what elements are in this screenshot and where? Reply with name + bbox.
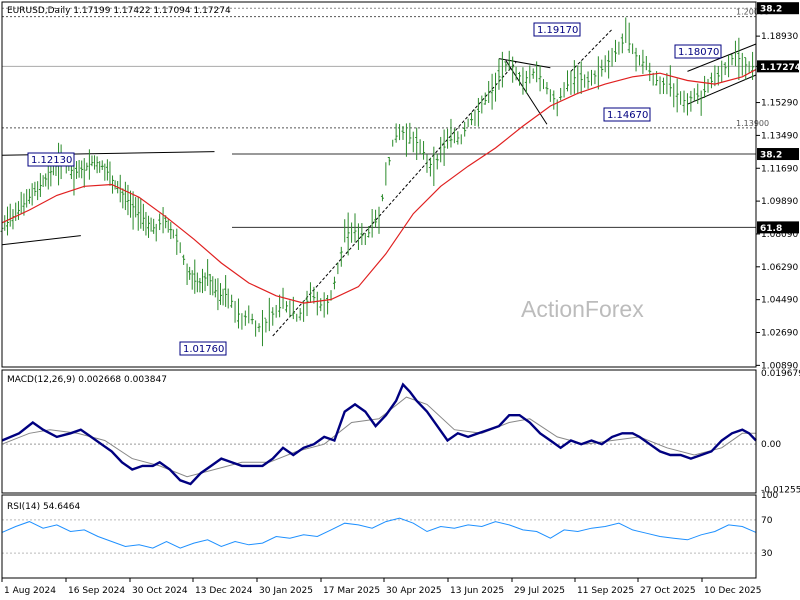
x-axis-tick-label: 30 Apr 2025 xyxy=(386,586,442,596)
x-axis-tick-label: 30 Jan 2025 xyxy=(259,586,313,596)
price-annotation-label: 1.01760 xyxy=(183,344,224,355)
price-y-tick-label: 1.06290 xyxy=(761,263,798,273)
price-annotation-box xyxy=(674,44,722,59)
macd-panel-frame xyxy=(1,369,757,494)
price-annotation-box xyxy=(27,152,75,167)
fib-level-label: 1.20000 xyxy=(736,8,769,17)
price-annotation-label: 1.19170 xyxy=(537,25,578,36)
time-axis: 1 Aug 2024 16 Sep 2024 30 Oct 2024 13 Dec 2… xyxy=(1,1,762,596)
level-price-label: 38.2 xyxy=(760,151,782,161)
price-y-tick-label: 1.04490 xyxy=(761,296,798,306)
macd-y-tick-label: -0.012552 xyxy=(761,486,800,496)
price-annotation-box xyxy=(179,341,227,356)
rsi-y-tick-label: 100 xyxy=(761,491,778,501)
trendline xyxy=(687,74,757,105)
rsi-y-tick-label: 30 xyxy=(761,549,773,559)
price-y-tick-label: 1.15290 xyxy=(761,99,798,109)
price-panel-frame xyxy=(1,1,757,368)
price-annotation-label: 1.12130 xyxy=(31,155,72,166)
price-y-tick-label: 1.09890 xyxy=(761,197,798,207)
x-axis-tick-label: 11 Sep 2025 xyxy=(577,586,634,596)
price-y-tick-label: 1.13490 xyxy=(761,131,798,141)
rsi-panel: 100 70 30 xyxy=(1,491,778,559)
trendline xyxy=(687,43,757,72)
macd-y-tick-label: 0.019679 xyxy=(761,369,800,379)
x-axis-tick-label: 30 Oct 2024 xyxy=(132,586,188,596)
price-y-tick-label: 1.18930 xyxy=(761,32,798,42)
price-annotation-label: 1.18070 xyxy=(678,47,719,58)
level-price-pill xyxy=(757,2,799,15)
price-annotation-label: 1.14670 xyxy=(607,110,648,121)
level-price-label: 38.2 xyxy=(760,5,782,15)
level-price-pill xyxy=(757,148,799,161)
watermark: ActionForex xyxy=(521,296,644,322)
current-price-label: 1.17274 xyxy=(760,63,800,73)
x-axis-tick-label: 1 Aug 2024 xyxy=(4,586,56,596)
trendline xyxy=(1,235,81,246)
rsi-line xyxy=(1,517,757,549)
trendline xyxy=(272,61,517,337)
price-panel-title: EURUSD,Daily 1.17199 1.17422 1.17094 1.1… xyxy=(7,6,231,16)
price-y-tick-label: 1.08090 xyxy=(761,230,798,240)
x-axis-tick-label: 17 Mar 2025 xyxy=(323,586,380,596)
price-annotation-box xyxy=(603,107,651,122)
fib-level-label: 1.13900 xyxy=(736,119,769,128)
macd-line xyxy=(1,382,757,486)
x-axis-tick-label: 16 Sep 2024 xyxy=(68,586,125,596)
price-y-tick-label: 1.00890 xyxy=(761,361,798,371)
level-price-pill xyxy=(757,221,799,234)
rsi-panel-frame xyxy=(1,494,757,579)
macd-panel: 0.019679 0.00 -0.012552 xyxy=(1,369,800,496)
rsi-y-tick-label: 70 xyxy=(761,516,773,526)
trendline xyxy=(498,58,551,69)
moving-average-line xyxy=(1,68,757,304)
macd-signal-line xyxy=(1,396,756,478)
current-price-pill xyxy=(757,60,799,73)
price-y-tick-label: 1.02690 xyxy=(761,329,798,339)
price-annotation-box xyxy=(533,22,581,37)
macd-panel-title: MACD(12,26,9) 0.002668 0.003847 xyxy=(7,375,167,385)
price-panel: 1.18930 1.17274 1.15290 1.13490 1.11690 1.098… xyxy=(0,2,800,371)
macd-y-tick-label: 0.00 xyxy=(761,440,781,450)
x-axis-tick-label: 27 Oct 2025 xyxy=(640,586,696,596)
x-axis-tick-label: 13 Dec 2024 xyxy=(195,586,253,596)
level-price-label: 61.8 xyxy=(760,224,782,234)
price-y-tick-label: 1.11690 xyxy=(761,164,798,174)
x-axis-tick-label: 13 Jun 2025 xyxy=(450,586,504,596)
rsi-panel-title: RSI(14) 54.6464 xyxy=(7,502,80,512)
x-axis-tick-label: 10 Dec 2025 xyxy=(704,586,762,596)
x-axis-tick-label: 29 Jul 2025 xyxy=(514,586,565,596)
